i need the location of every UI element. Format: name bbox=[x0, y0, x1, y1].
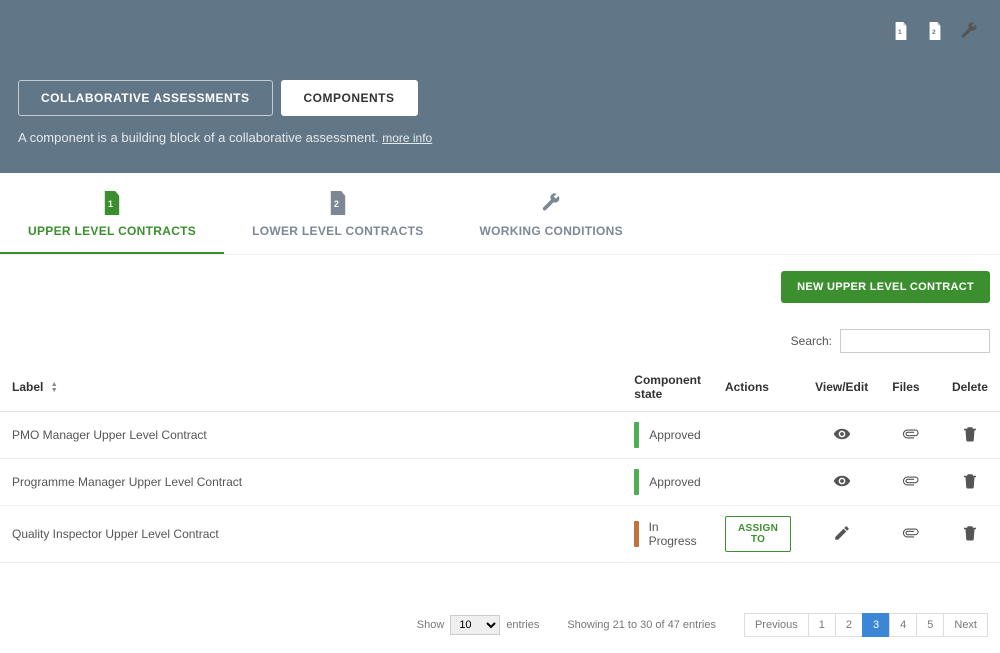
col-actions: Actions bbox=[713, 363, 803, 412]
doc2-icon: 2 bbox=[252, 191, 423, 218]
cell-view-edit bbox=[803, 506, 880, 563]
new-upper-level-contract-button[interactable]: NEW UPPER LEVEL CONTRACT bbox=[781, 271, 990, 303]
table-row: Quality Inspector Upper Level ContractIn… bbox=[0, 506, 1000, 563]
component-type-tabs: 1 UPPER LEVEL CONTRACTS 2 LOWER LEVEL CO… bbox=[0, 173, 1000, 255]
cell-files bbox=[880, 506, 940, 563]
cell-view-edit bbox=[803, 459, 880, 506]
svg-text:2: 2 bbox=[932, 29, 936, 36]
cell-actions bbox=[713, 459, 803, 506]
header-action-icons: 1 2 bbox=[892, 22, 978, 40]
cell-state: Approved bbox=[622, 459, 713, 506]
content-area: NEW UPPER LEVEL CONTRACT Search: Label ▲… bbox=[0, 255, 1000, 653]
view-icon[interactable] bbox=[833, 425, 851, 443]
sort-icon: ▲▼ bbox=[51, 382, 58, 394]
doc2-icon[interactable]: 2 bbox=[926, 22, 944, 40]
cell-view-edit bbox=[803, 412, 880, 459]
svg-text:1: 1 bbox=[108, 199, 113, 209]
wrench-icon[interactable] bbox=[960, 22, 978, 40]
col-files: Files bbox=[880, 363, 940, 412]
col-view-edit: View/Edit bbox=[803, 363, 880, 412]
primary-tabs: COLLABORATIVE ASSESSMENTS COMPONENTS bbox=[18, 80, 982, 116]
subtab-label: WORKING CONDITIONS bbox=[480, 224, 623, 238]
pagination-page-4[interactable]: 4 bbox=[889, 613, 917, 637]
pagination-page-1[interactable]: 1 bbox=[808, 613, 836, 637]
attachment-icon[interactable] bbox=[901, 472, 919, 490]
more-info-link[interactable]: more info bbox=[382, 131, 432, 145]
entries-select[interactable]: 10 bbox=[450, 615, 500, 635]
cell-delete bbox=[940, 459, 1000, 506]
svg-text:2: 2 bbox=[334, 199, 339, 209]
tab-components[interactable]: COMPONENTS bbox=[281, 80, 418, 116]
delete-icon[interactable] bbox=[961, 425, 979, 443]
cell-files bbox=[880, 412, 940, 459]
subtab-lower-level-contracts[interactable]: 2 LOWER LEVEL CONTRACTS bbox=[224, 173, 451, 254]
view-icon[interactable] bbox=[833, 472, 851, 490]
table-info: Showing 21 to 30 of 47 entries bbox=[567, 619, 716, 631]
delete-icon[interactable] bbox=[961, 472, 979, 490]
attachment-icon[interactable] bbox=[901, 425, 919, 443]
delete-icon[interactable] bbox=[961, 524, 979, 542]
cell-label: Quality Inspector Upper Level Contract bbox=[0, 506, 622, 563]
wrench-icon bbox=[480, 191, 623, 218]
subtab-upper-level-contracts[interactable]: 1 UPPER LEVEL CONTRACTS bbox=[0, 173, 224, 254]
search-label: Search: bbox=[791, 334, 832, 348]
col-state: Component state bbox=[622, 363, 713, 412]
pagination: Previous12345Next bbox=[744, 613, 988, 637]
cell-delete bbox=[940, 412, 1000, 459]
subtab-working-conditions[interactable]: WORKING CONDITIONS bbox=[452, 173, 651, 254]
pagination-page-5[interactable]: 5 bbox=[916, 613, 944, 637]
attachment-icon[interactable] bbox=[901, 524, 919, 542]
cell-label: Programme Manager Upper Level Contract bbox=[0, 459, 622, 506]
show-label-post: entries bbox=[506, 619, 539, 631]
header-bar: 1 2 COLLABORATIVE ASSESSMENTS COMPONENTS… bbox=[0, 0, 1000, 173]
table-footer: Show 10 entries Showing 21 to 30 of 47 e… bbox=[0, 563, 1000, 653]
pagination-page-3[interactable]: 3 bbox=[862, 613, 890, 637]
search-input[interactable] bbox=[840, 329, 990, 353]
cell-delete bbox=[940, 506, 1000, 563]
cell-actions bbox=[713, 412, 803, 459]
pagination-previous[interactable]: Previous bbox=[744, 613, 809, 637]
subtab-label: LOWER LEVEL CONTRACTS bbox=[252, 224, 423, 238]
cell-actions: ASSIGN TO bbox=[713, 506, 803, 563]
table-row: PMO Manager Upper Level ContractApproved bbox=[0, 412, 1000, 459]
show-label-pre: Show bbox=[417, 619, 445, 631]
cell-label: PMO Manager Upper Level Contract bbox=[0, 412, 622, 459]
subtab-label: UPPER LEVEL CONTRACTS bbox=[28, 224, 196, 238]
show-entries: Show 10 entries bbox=[417, 615, 540, 635]
svg-text:1: 1 bbox=[898, 29, 902, 36]
cell-files bbox=[880, 459, 940, 506]
table-row: Programme Manager Upper Level ContractAp… bbox=[0, 459, 1000, 506]
header-subtitle: A component is a building block of a col… bbox=[18, 130, 982, 145]
edit-icon[interactable] bbox=[833, 524, 851, 542]
doc1-icon: 1 bbox=[28, 191, 196, 218]
components-table: Label ▲▼ Component state Actions View/Ed… bbox=[0, 363, 1000, 563]
pagination-next[interactable]: Next bbox=[943, 613, 988, 637]
subtitle-text: A component is a building block of a col… bbox=[18, 130, 382, 145]
pagination-page-2[interactable]: 2 bbox=[835, 613, 863, 637]
doc1-icon[interactable]: 1 bbox=[892, 22, 910, 40]
assign-to-button[interactable]: ASSIGN TO bbox=[725, 516, 791, 552]
tab-collaborative-assessments[interactable]: COLLABORATIVE ASSESSMENTS bbox=[18, 80, 273, 116]
col-delete: Delete bbox=[940, 363, 1000, 412]
cell-state: Approved bbox=[622, 412, 713, 459]
col-label[interactable]: Label ▲▼ bbox=[0, 363, 622, 412]
cell-state: In Progress bbox=[622, 506, 713, 563]
